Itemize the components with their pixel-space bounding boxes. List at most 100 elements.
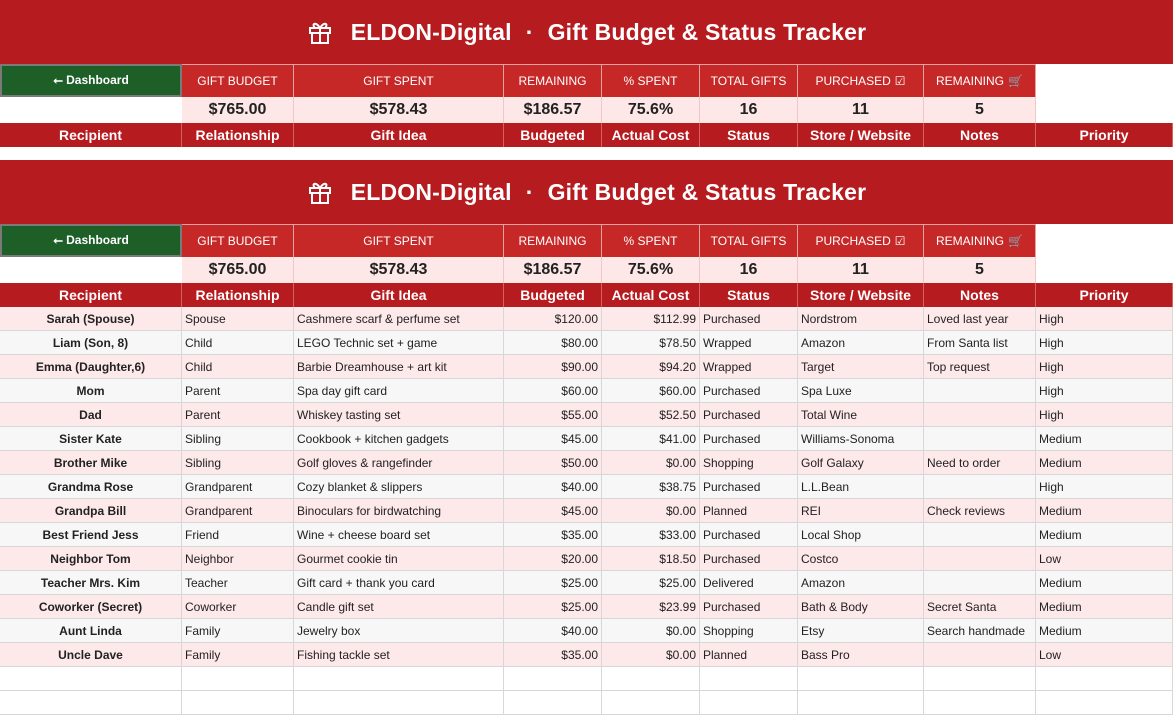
recipient-cell[interactable]: Sarah (Spouse)	[0, 307, 182, 331]
priority-cell[interactable]: Medium	[1036, 523, 1173, 547]
store-cell[interactable]: Williams-Sonoma	[798, 427, 924, 451]
recipient-cell[interactable]: Neighbor Tom	[0, 547, 182, 571]
status-cell[interactable]: Planned	[700, 643, 798, 667]
empty-cell[interactable]	[798, 667, 924, 691]
notes-cell[interactable]: From Santa list	[924, 331, 1036, 355]
store-cell[interactable]: REI	[798, 499, 924, 523]
relationship-cell[interactable]: Friend	[182, 523, 294, 547]
recipient-cell[interactable]: Emma (Daughter,6)	[0, 355, 182, 379]
priority-cell[interactable]: Medium	[1036, 451, 1173, 475]
gift-idea-cell[interactable]: LEGO Technic set + game	[294, 331, 504, 355]
status-cell[interactable]: Wrapped	[700, 331, 798, 355]
store-cell[interactable]: Bass Pro	[798, 643, 924, 667]
empty-cell[interactable]	[0, 667, 182, 691]
column-header[interactable]: Priority	[1036, 283, 1173, 307]
status-cell[interactable]: Purchased	[700, 523, 798, 547]
gift-idea-cell[interactable]: Wine + cheese board set	[294, 523, 504, 547]
empty-cell[interactable]	[924, 691, 1036, 715]
empty-cell[interactable]	[924, 667, 1036, 691]
priority-cell[interactable]: High	[1036, 307, 1173, 331]
actual-cost-cell[interactable]: $25.00	[602, 571, 700, 595]
gift-idea-cell[interactable]: Spa day gift card	[294, 379, 504, 403]
gift-idea-cell[interactable]: Cozy blanket & slippers	[294, 475, 504, 499]
empty-cell[interactable]	[504, 691, 602, 715]
priority-cell[interactable]: Low	[1036, 643, 1173, 667]
notes-cell[interactable]	[924, 643, 1036, 667]
notes-cell[interactable]	[924, 475, 1036, 499]
actual-cost-cell[interactable]: $23.99	[602, 595, 700, 619]
notes-cell[interactable]: Check reviews	[924, 499, 1036, 523]
notes-cell[interactable]	[924, 427, 1036, 451]
actual-cost-cell[interactable]: $18.50	[602, 547, 700, 571]
relationship-cell[interactable]: Grandparent	[182, 475, 294, 499]
relationship-cell[interactable]: Grandparent	[182, 499, 294, 523]
gift-idea-cell[interactable]: Fishing tackle set	[294, 643, 504, 667]
actual-cost-cell[interactable]: $0.00	[602, 451, 700, 475]
actual-cost-cell[interactable]: $94.20	[602, 355, 700, 379]
column-header[interactable]: Priority	[1036, 123, 1173, 147]
relationship-cell[interactable]: Child	[182, 355, 294, 379]
relationship-cell[interactable]: Sibling	[182, 451, 294, 475]
priority-cell[interactable]: High	[1036, 331, 1173, 355]
gift-idea-cell[interactable]: Golf gloves & rangefinder	[294, 451, 504, 475]
store-cell[interactable]: Etsy	[798, 619, 924, 643]
priority-cell[interactable]: Low	[1036, 547, 1173, 571]
empty-cell[interactable]	[602, 691, 700, 715]
actual-cost-cell[interactable]: $112.99	[602, 307, 700, 331]
status-cell[interactable]: Purchased	[700, 307, 798, 331]
status-cell[interactable]: Shopping	[700, 619, 798, 643]
budgeted-cell[interactable]: $55.00	[504, 403, 602, 427]
column-header[interactable]: Actual Cost	[602, 123, 700, 147]
status-cell[interactable]: Wrapped	[700, 355, 798, 379]
status-cell[interactable]: Purchased	[700, 475, 798, 499]
relationship-cell[interactable]: Coworker	[182, 595, 294, 619]
gift-idea-cell[interactable]: Cashmere scarf & perfume set	[294, 307, 504, 331]
recipient-cell[interactable]: Dad	[0, 403, 182, 427]
gift-idea-cell[interactable]: Candle gift set	[294, 595, 504, 619]
budgeted-cell[interactable]: $45.00	[504, 499, 602, 523]
actual-cost-cell[interactable]: $78.50	[602, 331, 700, 355]
gift-idea-cell[interactable]: Gift card + thank you card	[294, 571, 504, 595]
notes-cell[interactable]: Loved last year	[924, 307, 1036, 331]
empty-cell[interactable]	[1036, 667, 1173, 691]
recipient-cell[interactable]: Grandma Rose	[0, 475, 182, 499]
actual-cost-cell[interactable]: $33.00	[602, 523, 700, 547]
gift-idea-cell[interactable]: Whiskey tasting set	[294, 403, 504, 427]
status-cell[interactable]: Purchased	[700, 427, 798, 451]
relationship-cell[interactable]: Neighbor	[182, 547, 294, 571]
actual-cost-cell[interactable]: $0.00	[602, 643, 700, 667]
notes-cell[interactable]	[924, 571, 1036, 595]
budgeted-cell[interactable]: $50.00	[504, 451, 602, 475]
priority-cell[interactable]: High	[1036, 379, 1173, 403]
budgeted-cell[interactable]: $45.00	[504, 427, 602, 451]
relationship-cell[interactable]: Sibling	[182, 427, 294, 451]
actual-cost-cell[interactable]: $0.00	[602, 499, 700, 523]
recipient-cell[interactable]: Brother Mike	[0, 451, 182, 475]
store-cell[interactable]: Golf Galaxy	[798, 451, 924, 475]
column-header[interactable]: Notes	[924, 283, 1036, 307]
store-cell[interactable]: Local Shop	[798, 523, 924, 547]
budgeted-cell[interactable]: $35.00	[504, 643, 602, 667]
budgeted-cell[interactable]: $40.00	[504, 619, 602, 643]
empty-cell[interactable]	[602, 667, 700, 691]
store-cell[interactable]: Target	[798, 355, 924, 379]
priority-cell[interactable]: High	[1036, 475, 1173, 499]
notes-cell[interactable]	[924, 523, 1036, 547]
recipient-cell[interactable]: Best Friend Jess	[0, 523, 182, 547]
status-cell[interactable]: Planned	[700, 499, 798, 523]
empty-cell[interactable]	[182, 667, 294, 691]
column-header[interactable]: Recipient	[0, 123, 182, 147]
column-header[interactable]: Actual Cost	[602, 283, 700, 307]
notes-cell[interactable]: Secret Santa	[924, 595, 1036, 619]
status-cell[interactable]: Purchased	[700, 379, 798, 403]
empty-cell[interactable]	[294, 667, 504, 691]
priority-cell[interactable]: Medium	[1036, 595, 1173, 619]
budgeted-cell[interactable]: $80.00	[504, 331, 602, 355]
budgeted-cell[interactable]: $25.00	[504, 595, 602, 619]
store-cell[interactable]: Bath & Body	[798, 595, 924, 619]
dashboard-button[interactable]: ⭠ Dashboard	[0, 64, 182, 97]
notes-cell[interactable]: Top request	[924, 355, 1036, 379]
relationship-cell[interactable]: Parent	[182, 379, 294, 403]
column-header[interactable]: Status	[700, 123, 798, 147]
budgeted-cell[interactable]: $90.00	[504, 355, 602, 379]
